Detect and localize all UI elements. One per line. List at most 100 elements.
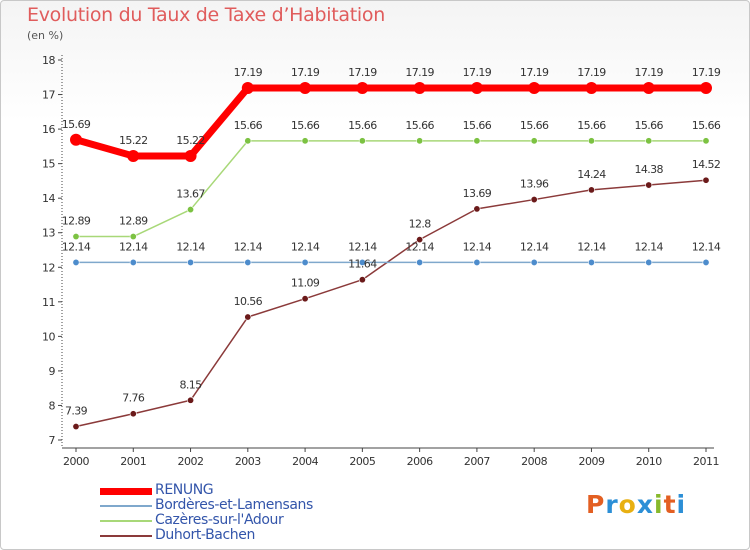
- data-point: [129, 410, 137, 418]
- data-point: [301, 258, 309, 266]
- y-tick-label: 15: [42, 158, 55, 171]
- data-point: [645, 258, 653, 266]
- data-point: [530, 137, 538, 145]
- data-label: 14.52: [692, 158, 721, 171]
- data-label: 15.66: [520, 119, 549, 132]
- x-tick-label: 2002: [178, 455, 204, 468]
- x-tick-label: 2010: [636, 455, 662, 468]
- legend-label: RENUNG: [155, 482, 214, 498]
- chart-title: Evolution du Taux de Taxe d’Habitation: [27, 4, 385, 26]
- data-label: 15.66: [634, 119, 663, 132]
- data-label: 12.14: [463, 240, 492, 253]
- legend-swatch: [100, 487, 152, 495]
- data-label: 15.66: [291, 119, 320, 132]
- data-point: [473, 205, 481, 213]
- data-point: [356, 81, 369, 94]
- data-label: 11.64: [348, 258, 377, 271]
- x-tick-label: 2000: [63, 455, 89, 468]
- data-label: 15.66: [405, 119, 434, 132]
- y-tick-label: 13: [42, 227, 55, 240]
- logo-letter: P: [586, 490, 606, 519]
- legend-swatch: [100, 505, 152, 507]
- data-point: [642, 81, 655, 94]
- x-tick-label: 2009: [578, 455, 604, 468]
- logo-letter: t: [663, 490, 677, 519]
- data-point: [702, 137, 710, 145]
- data-point: [416, 258, 424, 266]
- data-label: 15.66: [348, 119, 377, 132]
- data-label: 17.19: [692, 66, 721, 79]
- data-label: 12.14: [692, 240, 721, 253]
- data-label: 7.76: [122, 392, 145, 405]
- data-point: [244, 258, 252, 266]
- legend-swatch: [100, 535, 152, 537]
- data-label: 12.14: [62, 240, 91, 253]
- legend-label: Cazères-sur-l'Adour: [155, 512, 284, 528]
- data-point: [530, 196, 538, 204]
- data-label: 12.14: [405, 240, 434, 253]
- data-label: 15.66: [692, 119, 721, 132]
- data-label: 13.96: [520, 178, 549, 191]
- y-tick-label: 12: [42, 261, 55, 274]
- data-label: 12.14: [119, 240, 148, 253]
- y-tick-label: 7: [49, 434, 56, 447]
- y-tick-label: 11: [42, 296, 55, 309]
- data-label: 17.19: [234, 66, 263, 79]
- series-points: [70, 81, 712, 431]
- data-point: [587, 258, 595, 266]
- data-point: [301, 295, 309, 303]
- series-line: [75, 179, 707, 428]
- data-point: [187, 206, 195, 214]
- data-label: 14.38: [634, 163, 663, 176]
- data-point: [129, 233, 137, 241]
- data-point: [129, 258, 137, 266]
- data-label: 7.39: [65, 405, 88, 418]
- data-label: 12.14: [520, 240, 549, 253]
- data-label: 15.22: [176, 134, 205, 147]
- data-point: [587, 137, 595, 145]
- data-label: 15.66: [463, 119, 492, 132]
- data-label: 17.19: [405, 66, 434, 79]
- data-label: 12.8: [409, 218, 432, 231]
- series-line: [72, 84, 710, 160]
- data-point: [241, 81, 254, 94]
- data-label: 17.19: [577, 66, 606, 79]
- data-point: [416, 236, 424, 244]
- data-label: 12.14: [176, 240, 205, 253]
- legend-label: Bordères-et-Lamensans: [155, 497, 313, 513]
- logo-letter: o: [618, 490, 637, 519]
- x-tick-label: 2011: [693, 455, 719, 468]
- data-label: 17.19: [463, 66, 492, 79]
- logo-letter: i: [654, 490, 664, 519]
- y-tick-label: 8: [49, 399, 56, 412]
- data-point: [413, 81, 426, 94]
- legend-label: Duhort-Bachen: [155, 527, 255, 543]
- data-label: 13.67: [176, 188, 205, 201]
- x-tick-label: 2003: [235, 455, 261, 468]
- y-tick-label: 14: [42, 192, 55, 205]
- data-point: [70, 133, 82, 146]
- logo-letter: r: [605, 490, 619, 519]
- data-label: 17.19: [291, 66, 320, 79]
- data-point: [585, 81, 598, 94]
- data-label: 13.69: [463, 187, 492, 200]
- data-point: [473, 258, 481, 266]
- data-label: 12.14: [348, 240, 377, 253]
- data-point: [587, 186, 595, 194]
- data-point: [72, 423, 80, 431]
- data-point: [72, 233, 80, 241]
- data-label: 12.14: [234, 240, 263, 253]
- x-tick-label: 2004: [292, 455, 318, 468]
- data-label: 17.19: [634, 66, 663, 79]
- data-point: [301, 137, 309, 145]
- data-point: [530, 258, 538, 266]
- axes: 7 8 9 10 11 12 13 14 15 16 17 18 2000 2001 2002 2003 200…: [42, 54, 720, 468]
- logo-letter: x: [636, 490, 654, 519]
- data-point: [473, 137, 481, 145]
- data-label: 14.24: [577, 168, 606, 181]
- series-line: [75, 140, 707, 238]
- y-tick-label: 10: [42, 330, 55, 343]
- data-label: 12.14: [634, 240, 663, 253]
- data-label: 15.22: [119, 134, 148, 147]
